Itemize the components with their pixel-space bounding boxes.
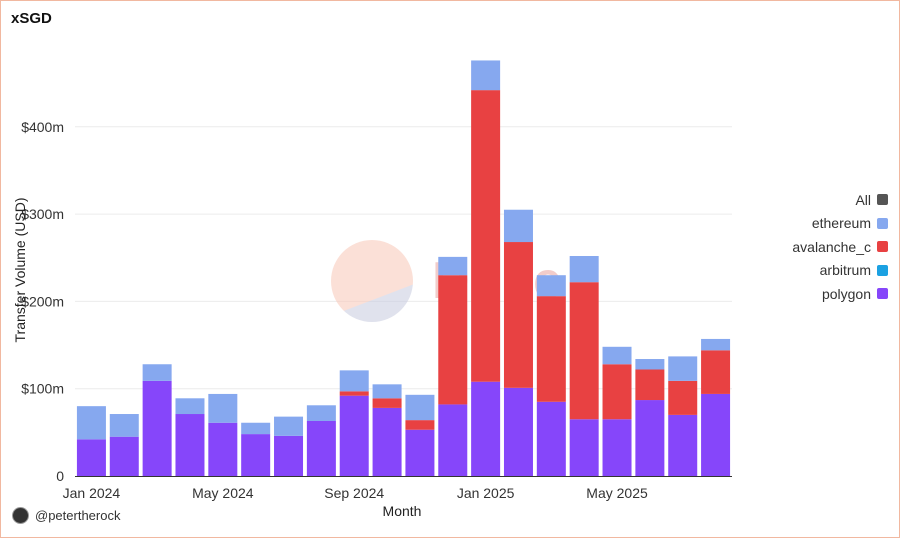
bar-polygon (471, 381, 501, 476)
bar-avalanche_c (405, 420, 435, 430)
bar-avalanche_c (372, 398, 402, 408)
legend: All ethereum avalanche_c arbitrum polygon (792, 188, 888, 306)
bar-polygon (602, 419, 632, 476)
bar-polygon (241, 434, 271, 476)
bar-polygon (274, 435, 304, 476)
legend-item-arbitrum[interactable]: arbitrum (792, 259, 888, 283)
bar-ethereum (76, 406, 106, 440)
bar-avalanche_c (471, 90, 501, 382)
legend-label: polygon (821, 285, 871, 302)
legend-item-polygon[interactable]: polygon (792, 282, 888, 306)
legend-swatch (877, 217, 888, 229)
x-tick-label: May 2025 (586, 485, 648, 501)
bar-ethereum (701, 338, 731, 351)
bar-avalanche_c (701, 350, 731, 394)
bar-polygon (306, 421, 336, 476)
bar-ethereum (569, 256, 599, 283)
bar-polygon (339, 395, 369, 476)
legend-label: arbitrum (819, 262, 871, 279)
bar-ethereum (635, 359, 665, 370)
bar-polygon (668, 414, 698, 476)
bar-ethereum (306, 405, 336, 422)
bar-ethereum (241, 422, 271, 435)
x-axis-title: Month (383, 503, 422, 519)
legend-swatch (877, 288, 888, 300)
bar-ethereum (668, 356, 698, 381)
bar-polygon (208, 422, 238, 476)
author-name: @petertherock (35, 508, 121, 523)
bar-polygon (142, 380, 172, 476)
bar-polygon (701, 393, 731, 476)
bar-ethereum (536, 275, 566, 297)
bar-polygon (635, 400, 665, 476)
bar-ethereum (109, 414, 139, 437)
bar-avalanche_c (635, 369, 665, 401)
bar-ethereum (274, 416, 304, 436)
legend-swatch (877, 264, 888, 276)
bar-ethereum (339, 370, 369, 392)
bar-avalanche_c (503, 242, 533, 388)
bar-polygon (536, 401, 566, 476)
bar-avalanche_c (668, 380, 698, 415)
y-tick-label: $100m (21, 381, 64, 397)
bar-polygon (405, 429, 435, 476)
legend-item-ethereum[interactable]: ethereum (792, 212, 888, 236)
bar-ethereum (142, 364, 172, 381)
chart-title: xSGD (11, 10, 52, 27)
bar-polygon (372, 407, 402, 476)
bar-polygon (569, 419, 599, 476)
bar-ethereum (372, 384, 402, 399)
y-tick-label: $200m (21, 293, 64, 309)
legend-label: avalanche_c (792, 238, 871, 255)
legend-item-avalanche_c[interactable]: avalanche_c (792, 235, 888, 259)
legend-label: ethereum (811, 215, 871, 232)
bar-ethereum (471, 60, 501, 91)
bar-ethereum (175, 398, 205, 415)
bar-polygon (503, 387, 533, 476)
x-tick-label: Sep 2024 (324, 485, 384, 501)
bar-avalanche_c (339, 391, 369, 396)
bar-ethereum (503, 209, 533, 243)
avatar (12, 507, 29, 524)
bar-avalanche_c (536, 296, 566, 402)
y-tick-label: $300m (21, 206, 64, 222)
bar-avalanche_c (438, 275, 468, 405)
legend-item-All[interactable]: All (792, 188, 888, 212)
bar-ethereum (208, 393, 238, 423)
x-tick-label: Jan 2024 (63, 485, 121, 501)
bar-ethereum (405, 394, 435, 421)
y-tick-label: $400m (21, 119, 64, 135)
x-tick-label: May 2024 (192, 485, 254, 501)
author-credit: @petertherock (12, 507, 120, 524)
bar-polygon (76, 439, 106, 476)
legend-label: All (855, 191, 871, 208)
bar-polygon (109, 436, 139, 476)
bar-polygon (438, 404, 468, 476)
bar-ethereum (602, 346, 632, 365)
bar-ethereum (438, 256, 468, 276)
bar-polygon (175, 414, 205, 476)
y-axis-title: Transfer Volume (USD) (12, 198, 28, 343)
legend-swatch (877, 194, 888, 206)
y-tick-label: 0 (56, 468, 64, 484)
bar-avalanche_c (569, 282, 599, 420)
bar-avalanche_c (602, 364, 632, 420)
x-tick-label: Jan 2025 (457, 485, 515, 501)
legend-swatch (877, 241, 888, 253)
